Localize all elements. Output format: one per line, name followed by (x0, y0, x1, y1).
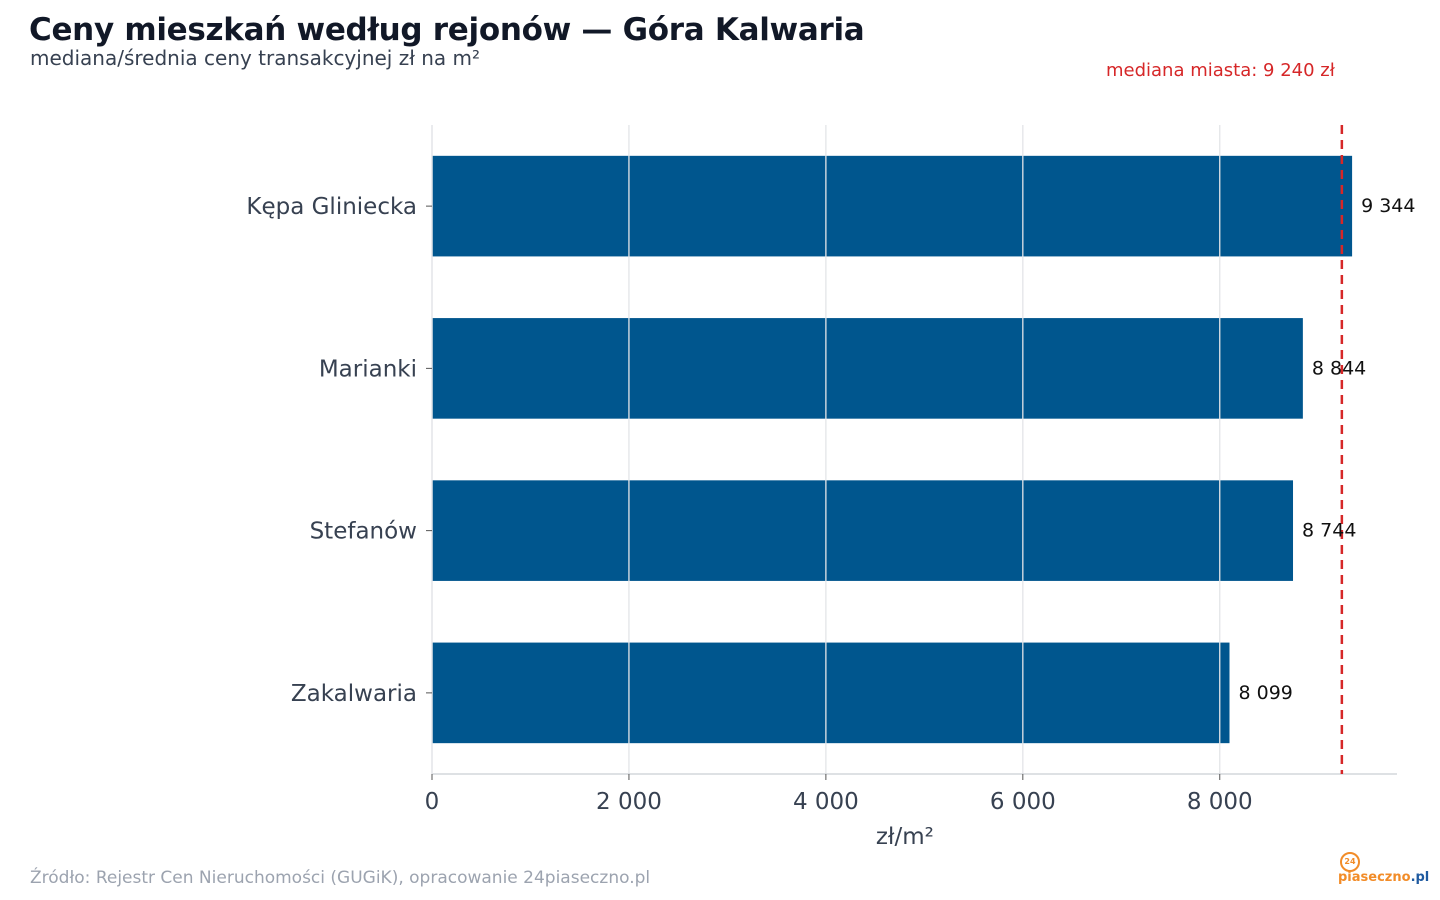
x-tick-label: 8 000 (1187, 789, 1253, 815)
chart-title: Ceny mieszkań według rejonów — Góra Kalw… (29, 12, 865, 48)
value-label: 8 099 (1239, 682, 1293, 704)
value-label: 8 744 (1302, 520, 1356, 542)
x-axis-title: zł/m² (876, 824, 934, 850)
x-tick-label: 0 (425, 789, 440, 815)
logo-wordmark: piaseczno.pl (1338, 870, 1429, 885)
x-tick-label: 4 000 (793, 789, 859, 815)
x-tick-label: 2 000 (596, 789, 662, 815)
logo-text-main: piaseczno (1338, 870, 1411, 885)
logo-text-domain: .pl (1410, 870, 1430, 885)
median-label: mediana miasta: 9 240 zł (1106, 60, 1336, 81)
bar (432, 155, 1353, 257)
x-tick-label: 6 000 (990, 789, 1056, 815)
bar (432, 318, 1303, 419)
category-label: Marianki (319, 356, 417, 382)
category-label: Zakalwaria (291, 681, 417, 707)
bar (432, 480, 1294, 581)
category-label: Stefanów (310, 519, 417, 545)
value-label: 8 844 (1312, 357, 1366, 379)
logo-badge: 24 (1340, 852, 1360, 872)
category-label: Kępa Gliniecka (246, 194, 417, 220)
value-label: 9 344 (1361, 195, 1415, 217)
chart-subtitle: mediana/średnia ceny transakcyjnej zł na… (30, 46, 481, 70)
brand-logo: 24 piaseczno.pl (1338, 852, 1429, 888)
source-note: Źródło: Rejestr Cen Nieruchomości (GUGiK… (30, 868, 651, 888)
bar (432, 642, 1230, 744)
